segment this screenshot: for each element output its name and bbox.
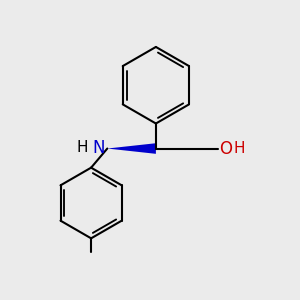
Text: H: H: [233, 141, 244, 156]
Polygon shape: [107, 143, 156, 154]
Text: O: O: [219, 140, 232, 158]
Text: H: H: [77, 140, 88, 155]
Text: N: N: [92, 139, 105, 157]
